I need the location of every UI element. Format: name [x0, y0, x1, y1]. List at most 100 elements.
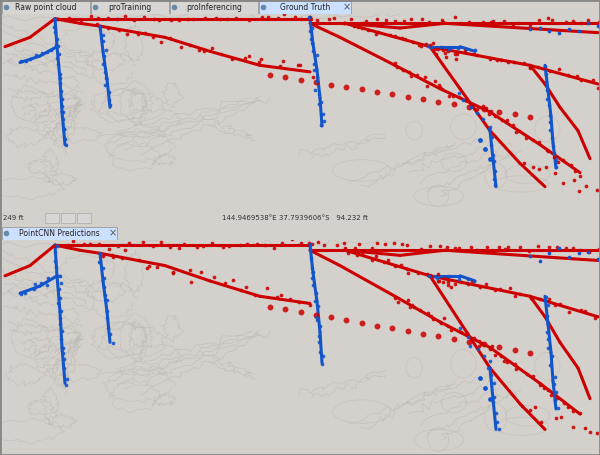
Point	[554, 30, 564, 37]
Point	[437, 16, 447, 24]
Point	[357, 251, 367, 258]
Point	[98, 265, 108, 272]
Point	[309, 66, 319, 73]
Point	[554, 158, 563, 166]
Point	[543, 321, 553, 328]
Point	[433, 98, 443, 106]
Point	[472, 51, 481, 59]
Point	[434, 277, 443, 284]
Point	[545, 111, 555, 118]
Point	[52, 35, 62, 42]
Point	[571, 167, 580, 174]
Point	[423, 309, 433, 317]
Point	[526, 21, 535, 28]
Point	[68, 237, 78, 244]
Point	[484, 125, 494, 132]
Point	[326, 314, 336, 321]
Point	[544, 102, 554, 109]
Point	[104, 245, 114, 252]
Point	[108, 339, 118, 347]
Point	[564, 253, 574, 260]
Point	[56, 88, 66, 95]
Point	[426, 313, 436, 320]
Point	[269, 244, 279, 251]
Point	[435, 83, 445, 91]
Point	[403, 242, 412, 249]
Point	[425, 41, 435, 48]
Point	[489, 157, 499, 165]
Point	[526, 406, 535, 414]
Point	[545, 126, 555, 134]
Point	[103, 296, 112, 303]
Point	[472, 105, 482, 112]
Point	[286, 295, 295, 302]
Point	[481, 280, 491, 288]
Point	[55, 314, 65, 321]
Point	[446, 283, 456, 290]
Point	[456, 278, 466, 286]
Point	[487, 133, 497, 141]
Point	[404, 68, 414, 76]
Point	[544, 344, 553, 351]
Point	[461, 45, 470, 52]
Point	[442, 53, 451, 61]
Point	[554, 244, 564, 252]
Point	[139, 14, 149, 21]
Point	[293, 61, 303, 68]
Point	[502, 359, 512, 366]
Point	[309, 61, 319, 68]
Point	[486, 107, 496, 115]
Point	[236, 286, 245, 293]
Point	[263, 14, 273, 21]
Point	[466, 101, 476, 108]
Point	[460, 97, 470, 104]
Point	[519, 159, 529, 167]
Point	[508, 121, 518, 128]
Point	[485, 358, 494, 365]
Point	[256, 56, 266, 63]
Point	[208, 239, 217, 247]
Point	[420, 73, 430, 81]
Point	[277, 239, 287, 247]
Point	[138, 238, 148, 245]
Point	[242, 241, 251, 248]
Point	[476, 341, 485, 348]
Point	[311, 86, 320, 94]
Point	[561, 244, 571, 251]
Point	[433, 270, 442, 278]
Point	[553, 244, 562, 251]
Point	[101, 74, 111, 81]
Point	[305, 13, 314, 20]
Point	[57, 327, 67, 334]
Point	[77, 16, 86, 23]
Point	[474, 337, 484, 344]
Point	[542, 146, 552, 153]
Point	[463, 280, 473, 288]
Point	[542, 312, 552, 319]
Point	[185, 41, 194, 48]
Point	[65, 15, 74, 22]
Point	[455, 19, 465, 26]
Point	[305, 247, 315, 254]
Point	[56, 308, 66, 315]
Point	[556, 414, 566, 421]
Point	[193, 243, 202, 250]
Point	[485, 56, 495, 63]
Point	[522, 370, 532, 378]
Point	[47, 46, 56, 53]
Point	[57, 102, 67, 109]
Point	[508, 21, 518, 29]
Point	[563, 71, 573, 79]
Point	[583, 16, 593, 24]
Point	[305, 241, 314, 248]
Point	[433, 333, 443, 340]
Point	[216, 51, 226, 58]
Point	[352, 251, 362, 258]
Point	[222, 15, 232, 22]
Point	[511, 366, 521, 373]
Point	[341, 317, 351, 324]
Point	[392, 63, 402, 70]
Point	[535, 25, 545, 32]
Point	[456, 328, 466, 335]
Point	[55, 294, 64, 302]
